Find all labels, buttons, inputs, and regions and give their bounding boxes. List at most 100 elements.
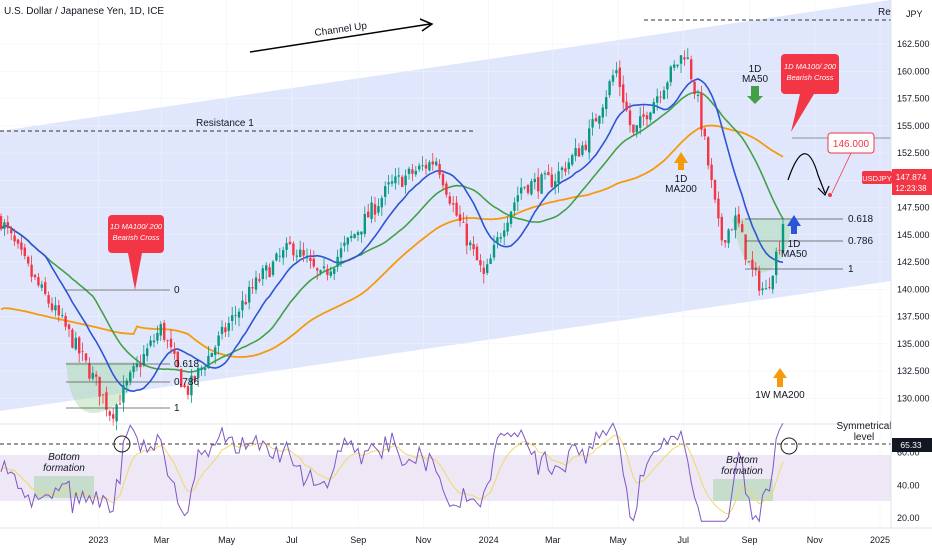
candle-body [227,323,230,331]
candle-body [550,174,553,188]
candle-body [254,277,258,290]
candle-body [492,244,496,258]
candle-body [645,115,649,120]
candle-body [163,322,166,340]
price-tick-label: 162.500 [897,39,930,49]
candle-body [421,165,424,167]
candle-body [666,82,669,90]
candle-body [159,324,162,336]
candle-body [418,165,421,170]
candle-body [404,175,407,186]
fib-2024-618: 0.618 [848,214,873,225]
candle-body [190,375,193,396]
candle-body [319,270,322,273]
price-tick-label: 155.000 [897,121,930,131]
candle-body [455,202,458,216]
ma100-line [0,91,784,373]
fib-2023-0: 0 [174,285,180,296]
time-tick-label: 2025 [870,535,890,545]
candle-body [737,214,740,224]
candle-body [251,287,254,289]
candle-body [129,372,132,382]
candle-body [169,338,173,348]
fib-2023 [66,289,170,409]
candle-body [88,363,91,379]
candle-body [768,287,771,289]
time-tick-label: Sep [350,535,366,545]
candle-body [615,70,618,74]
candle-body [781,224,785,252]
candle-body [445,183,448,195]
candle-body [533,178,536,183]
candle-body [384,186,387,197]
candle-body [353,234,356,238]
bearish-cross-callout-2024: 1D MA100/ 200 Bearish Cross [781,54,839,132]
ma50-top-label-line2: MA50 [742,74,769,85]
candle-body [13,235,16,242]
candle-body [329,271,332,276]
last-price: 147.874 [896,172,927,182]
candle-body [37,277,40,286]
price-tick-label: 152.500 [897,148,930,158]
candle-body [424,164,428,169]
ma50-up-arrow [787,215,801,234]
candle-body [469,242,472,246]
rsi-bottom-formation-2023-2: formation [43,463,85,474]
candle-body [299,249,302,257]
candle-body [74,337,77,350]
rsi-tick-label: 40.00 [897,480,920,490]
candle-body [27,256,30,264]
last-symbol: USDJPY [862,174,892,183]
candle-body [526,185,530,193]
candle-body [292,243,295,256]
candle-body [696,94,700,96]
ma200-label-line2: MA200 [665,184,697,195]
candle-body [608,81,611,96]
rsi-value-tag: 65.33 [892,438,932,452]
candle-body [95,374,98,377]
candle-body [261,268,264,280]
time-axis[interactable] [0,528,932,550]
candle-body [618,67,621,87]
candle-body [639,116,642,128]
candle-body [20,242,23,250]
candle-body [3,222,6,229]
candle-body [288,241,292,245]
candle-body [275,253,278,261]
candle-body [713,179,717,200]
target-dot [828,193,832,197]
candle-body [166,340,169,342]
candle-body [567,162,570,170]
candle-body [139,364,142,368]
candle-body [465,223,468,246]
candle-body [224,327,227,333]
candle-body [322,266,326,269]
time-tick-label: 2023 [88,535,108,545]
candle-body [503,230,506,237]
candle-body [441,174,445,186]
price-tick-label: 157.500 [897,94,930,104]
candle-body [210,352,213,357]
candle-body [54,305,57,311]
candle-body [622,84,625,103]
time-tick-label: May [218,535,236,545]
candle-body [438,163,441,175]
target-value: 146.000 [833,139,870,150]
ma200-line [0,124,784,358]
rsi-bottom-box-2024 [713,479,773,501]
ma50-bottom-label-line1: 1D [788,239,801,250]
candle-body [537,177,540,192]
candle-body [237,311,241,318]
time-ticks: 2023 Mar May Jul Sep Nov 2024 Mar May Jul Sep Nov 20… [88,535,890,545]
price-tick-label: 130.000 [897,393,930,403]
candle-body [686,57,689,59]
price-tick-label: 142.500 [897,257,930,267]
candle-body [741,224,744,233]
ma50-top-label-line1: 1D [749,64,762,75]
candle-body [241,300,244,311]
candle-body [336,256,339,267]
candle-body [271,261,275,275]
candle-body [149,340,152,346]
candle-body [173,349,176,354]
